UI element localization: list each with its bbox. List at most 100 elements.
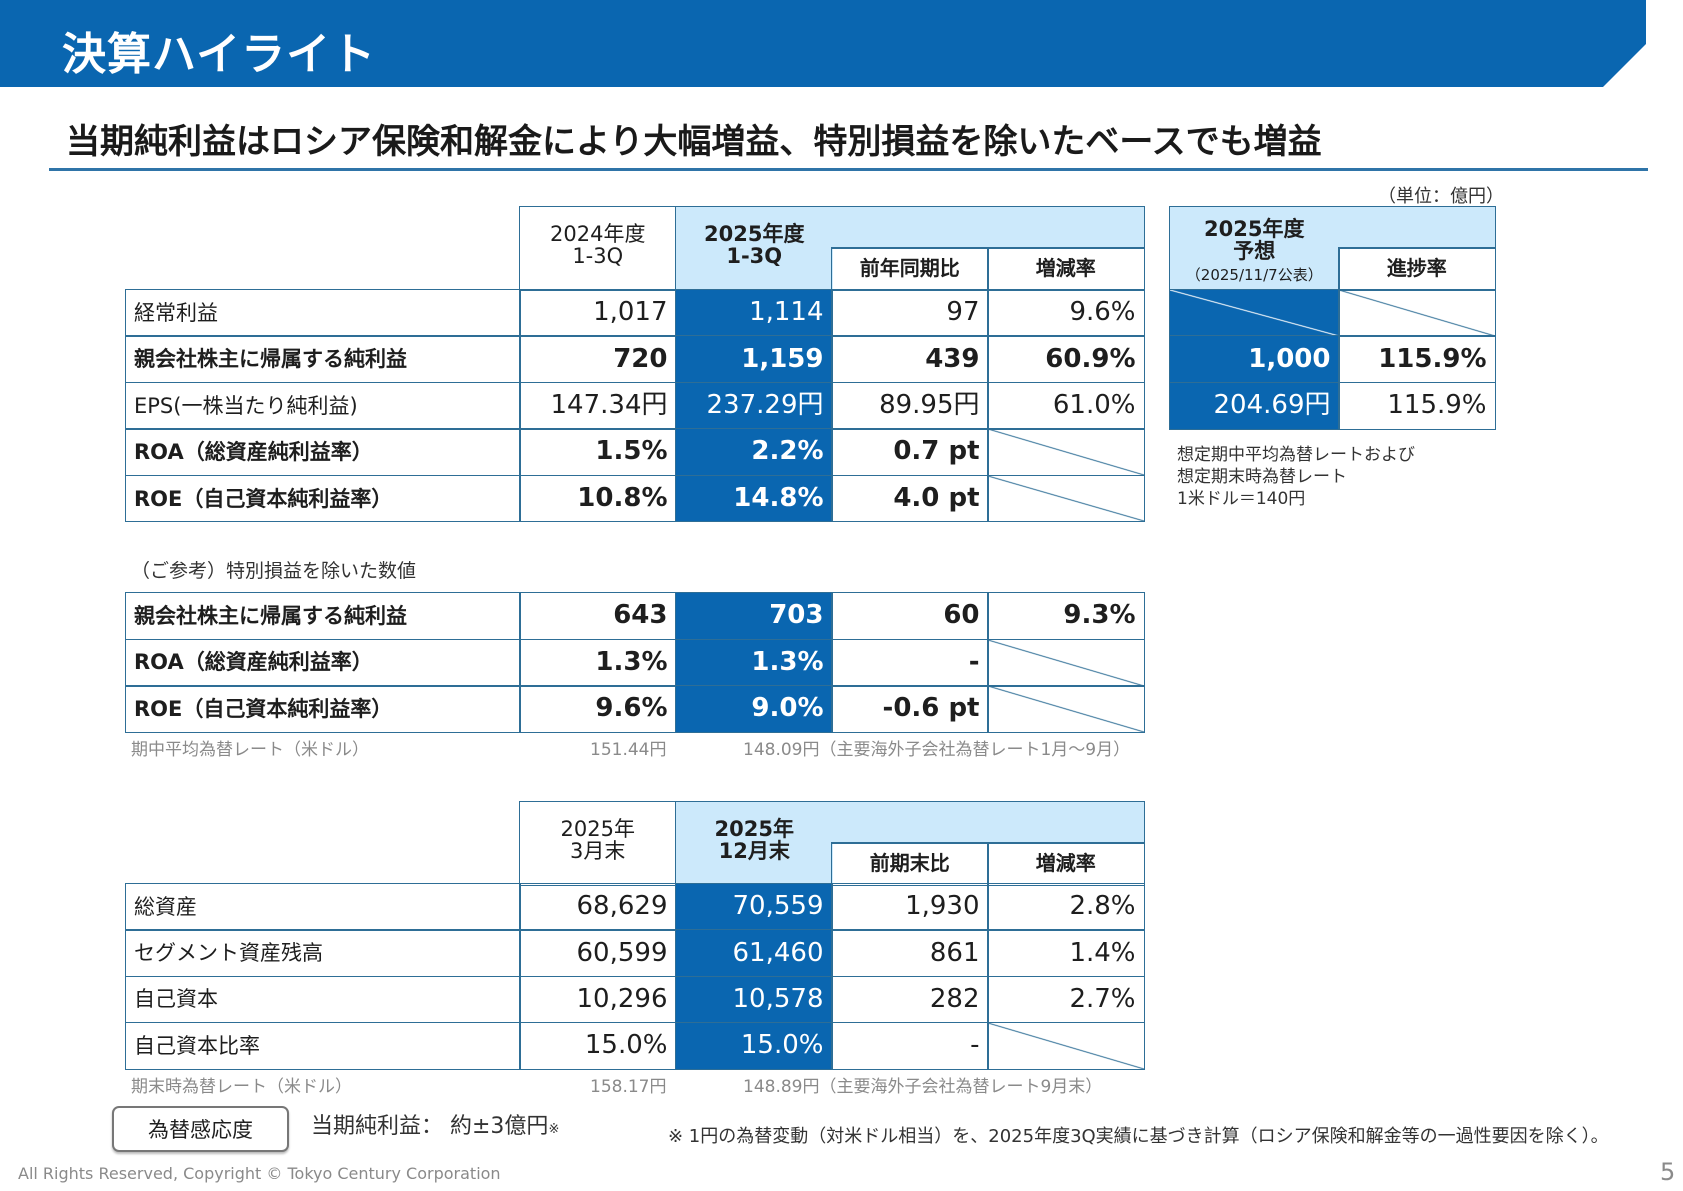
headline: 当期純利益はロシア保険和解金により大幅増益、特別損益を除いたベースでも増益 — [66, 122, 1322, 162]
current-value: 237.29円 — [675, 381, 833, 430]
prev-value: 1.3% — [519, 638, 677, 687]
row-label: ROE（自己資本純利益率） — [125, 685, 521, 733]
change-value: 4.0 pt — [831, 474, 989, 523]
note-line: 想定期末時為替レート — [1177, 467, 1347, 487]
current-value: 2.2% — [675, 428, 833, 477]
header-prev-period: 2025年 3月末 — [519, 801, 677, 886]
reference-caption: （ご参考）特別損益を除いた数値 — [131, 560, 417, 582]
header-current-period: 2025年 12月末 — [675, 801, 833, 886]
empty-diagonal-cell — [987, 1021, 1145, 1070]
header-current-period: 2025年度 1-3Q — [675, 206, 833, 291]
header-rate: 増減率 — [987, 842, 1145, 886]
rate-value: 9.6% — [987, 289, 1145, 337]
current-value: 1.3% — [675, 638, 833, 687]
rate-value: 2.7% — [987, 975, 1145, 1024]
change-value: - — [831, 1021, 989, 1070]
change-value: 89.95円 — [831, 381, 989, 430]
header-prev-period: 2024年度 1-3Q — [519, 206, 677, 291]
empty-diagonal-cell — [1169, 289, 1340, 337]
prev-value: 643 — [519, 592, 677, 640]
current-value: 703 — [675, 592, 833, 640]
row-label: 経常利益 — [125, 289, 521, 337]
fx-end-label: 期末時為替レート（米ドル） — [131, 1077, 352, 1097]
rate-value: 61.0% — [987, 381, 1145, 430]
change-value: -0.6 pt — [831, 685, 989, 733]
progress-value: 115.9% — [1338, 381, 1496, 430]
header-band — [1338, 206, 1496, 249]
prev-value: 1.5% — [519, 428, 677, 477]
prev-value: 9.6% — [519, 685, 677, 733]
row-label: EPS(一株当たり純利益) — [125, 381, 521, 430]
row-label: ROE（自己資本純利益率） — [125, 474, 521, 523]
note-line: 想定期中平均為替レートおよび — [1177, 445, 1415, 465]
change-value: 861 — [831, 929, 989, 978]
empty-diagonal-cell — [987, 685, 1145, 733]
change-value: - — [831, 638, 989, 687]
current-value: 9.0% — [675, 685, 833, 733]
prev-value: 15.0% — [519, 1021, 677, 1070]
unit-label: （単位：億円） — [1378, 186, 1504, 207]
empty-diagonal-cell — [987, 638, 1145, 687]
forecast-date: （2025/11/7公表） — [1185, 266, 1323, 285]
prev-value: 10.8% — [519, 474, 677, 523]
page-title: 決算ハイライト — [62, 29, 377, 80]
change-value: 60 — [831, 592, 989, 640]
row-label: 自己資本比率 — [125, 1021, 521, 1070]
empty-diagonal-cell — [987, 474, 1145, 523]
header-band — [831, 206, 1145, 249]
copyright: All Rights Reserved, Copyright © Tokyo C… — [18, 1164, 501, 1183]
fx-assumption-note: 想定期中平均為替レートおよび 想定期末時為替レート 1米ドル＝140円 — [1177, 444, 1415, 510]
header-bar: 決算ハイライト — [0, 0, 1646, 87]
row-label: 総資産 — [125, 883, 521, 931]
header-progress: 進捗率 — [1338, 247, 1496, 291]
prev-value: 60,599 — [519, 929, 677, 978]
header-change: 前期末比 — [831, 842, 989, 886]
page-number: 5 — [1660, 1158, 1676, 1186]
change-value: 1,930 — [831, 883, 989, 931]
prev-value: 147.34円 — [519, 381, 677, 430]
row-label: 親会社株主に帰属する純利益 — [125, 335, 521, 384]
current-value: 15.0% — [675, 1021, 833, 1070]
current-value: 1,159 — [675, 335, 833, 384]
forecast-title: 2025年度 予想 — [1204, 217, 1305, 264]
sensitivity-text: 当期純利益： 約±3億円 — [311, 1114, 549, 1139]
prev-value: 68,629 — [519, 883, 677, 931]
current-value: 70,559 — [675, 883, 833, 931]
forecast-value: 204.69円 — [1169, 381, 1340, 430]
rate-value: 9.3% — [987, 592, 1145, 640]
fx-sensitivity-button[interactable]: 為替感応度 — [112, 1106, 289, 1152]
forecast-value: 1,000 — [1169, 335, 1340, 384]
note-line: 1米ドル＝140円 — [1177, 489, 1306, 509]
row-label: 自己資本 — [125, 975, 521, 1024]
row-label: ROA（総資産純利益率） — [125, 638, 521, 687]
forecast-header: 2025年度 予想 （2025/11/7公表） — [1169, 206, 1340, 291]
prev-value: 720 — [519, 335, 677, 384]
rate-value: 60.9% — [987, 335, 1145, 384]
change-value: 0.7 pt — [831, 428, 989, 477]
header-rate: 増減率 — [987, 247, 1145, 291]
fx-end-cur: 148.89円（主要海外子会社為替レート9月末） — [743, 1077, 1103, 1097]
divider — [49, 168, 1648, 171]
fx-avg-label: 期中平均為替レート（米ドル） — [131, 740, 369, 760]
current-value: 10,578 — [675, 975, 833, 1024]
empty-diagonal-cell — [987, 428, 1145, 477]
current-value: 1,114 — [675, 289, 833, 337]
header-band — [831, 801, 1145, 844]
current-value: 14.8% — [675, 474, 833, 523]
sensitivity-value: 当期純利益： 約±3億円※ — [311, 1116, 559, 1141]
row-label: ROA（総資産純利益率） — [125, 428, 521, 477]
fx-avg-cur: 148.09円（主要海外子会社為替レート1月～9月） — [743, 740, 1131, 760]
prev-value: 1,017 — [519, 289, 677, 337]
row-label: 親会社株主に帰属する純利益 — [125, 592, 521, 640]
fx-end-prev: 158.17円 — [590, 1077, 667, 1097]
change-value: 439 — [831, 335, 989, 384]
prev-value: 10,296 — [519, 975, 677, 1024]
header-change: 前年同期比 — [831, 247, 989, 291]
footnote-mark: ※ — [548, 1122, 560, 1137]
progress-value: 115.9% — [1338, 335, 1496, 384]
rate-value: 1.4% — [987, 929, 1145, 978]
fx-avg-prev: 151.44円 — [590, 740, 667, 760]
change-value: 282 — [831, 975, 989, 1024]
row-label: セグメント資産残高 — [125, 929, 521, 978]
change-value: 97 — [831, 289, 989, 337]
